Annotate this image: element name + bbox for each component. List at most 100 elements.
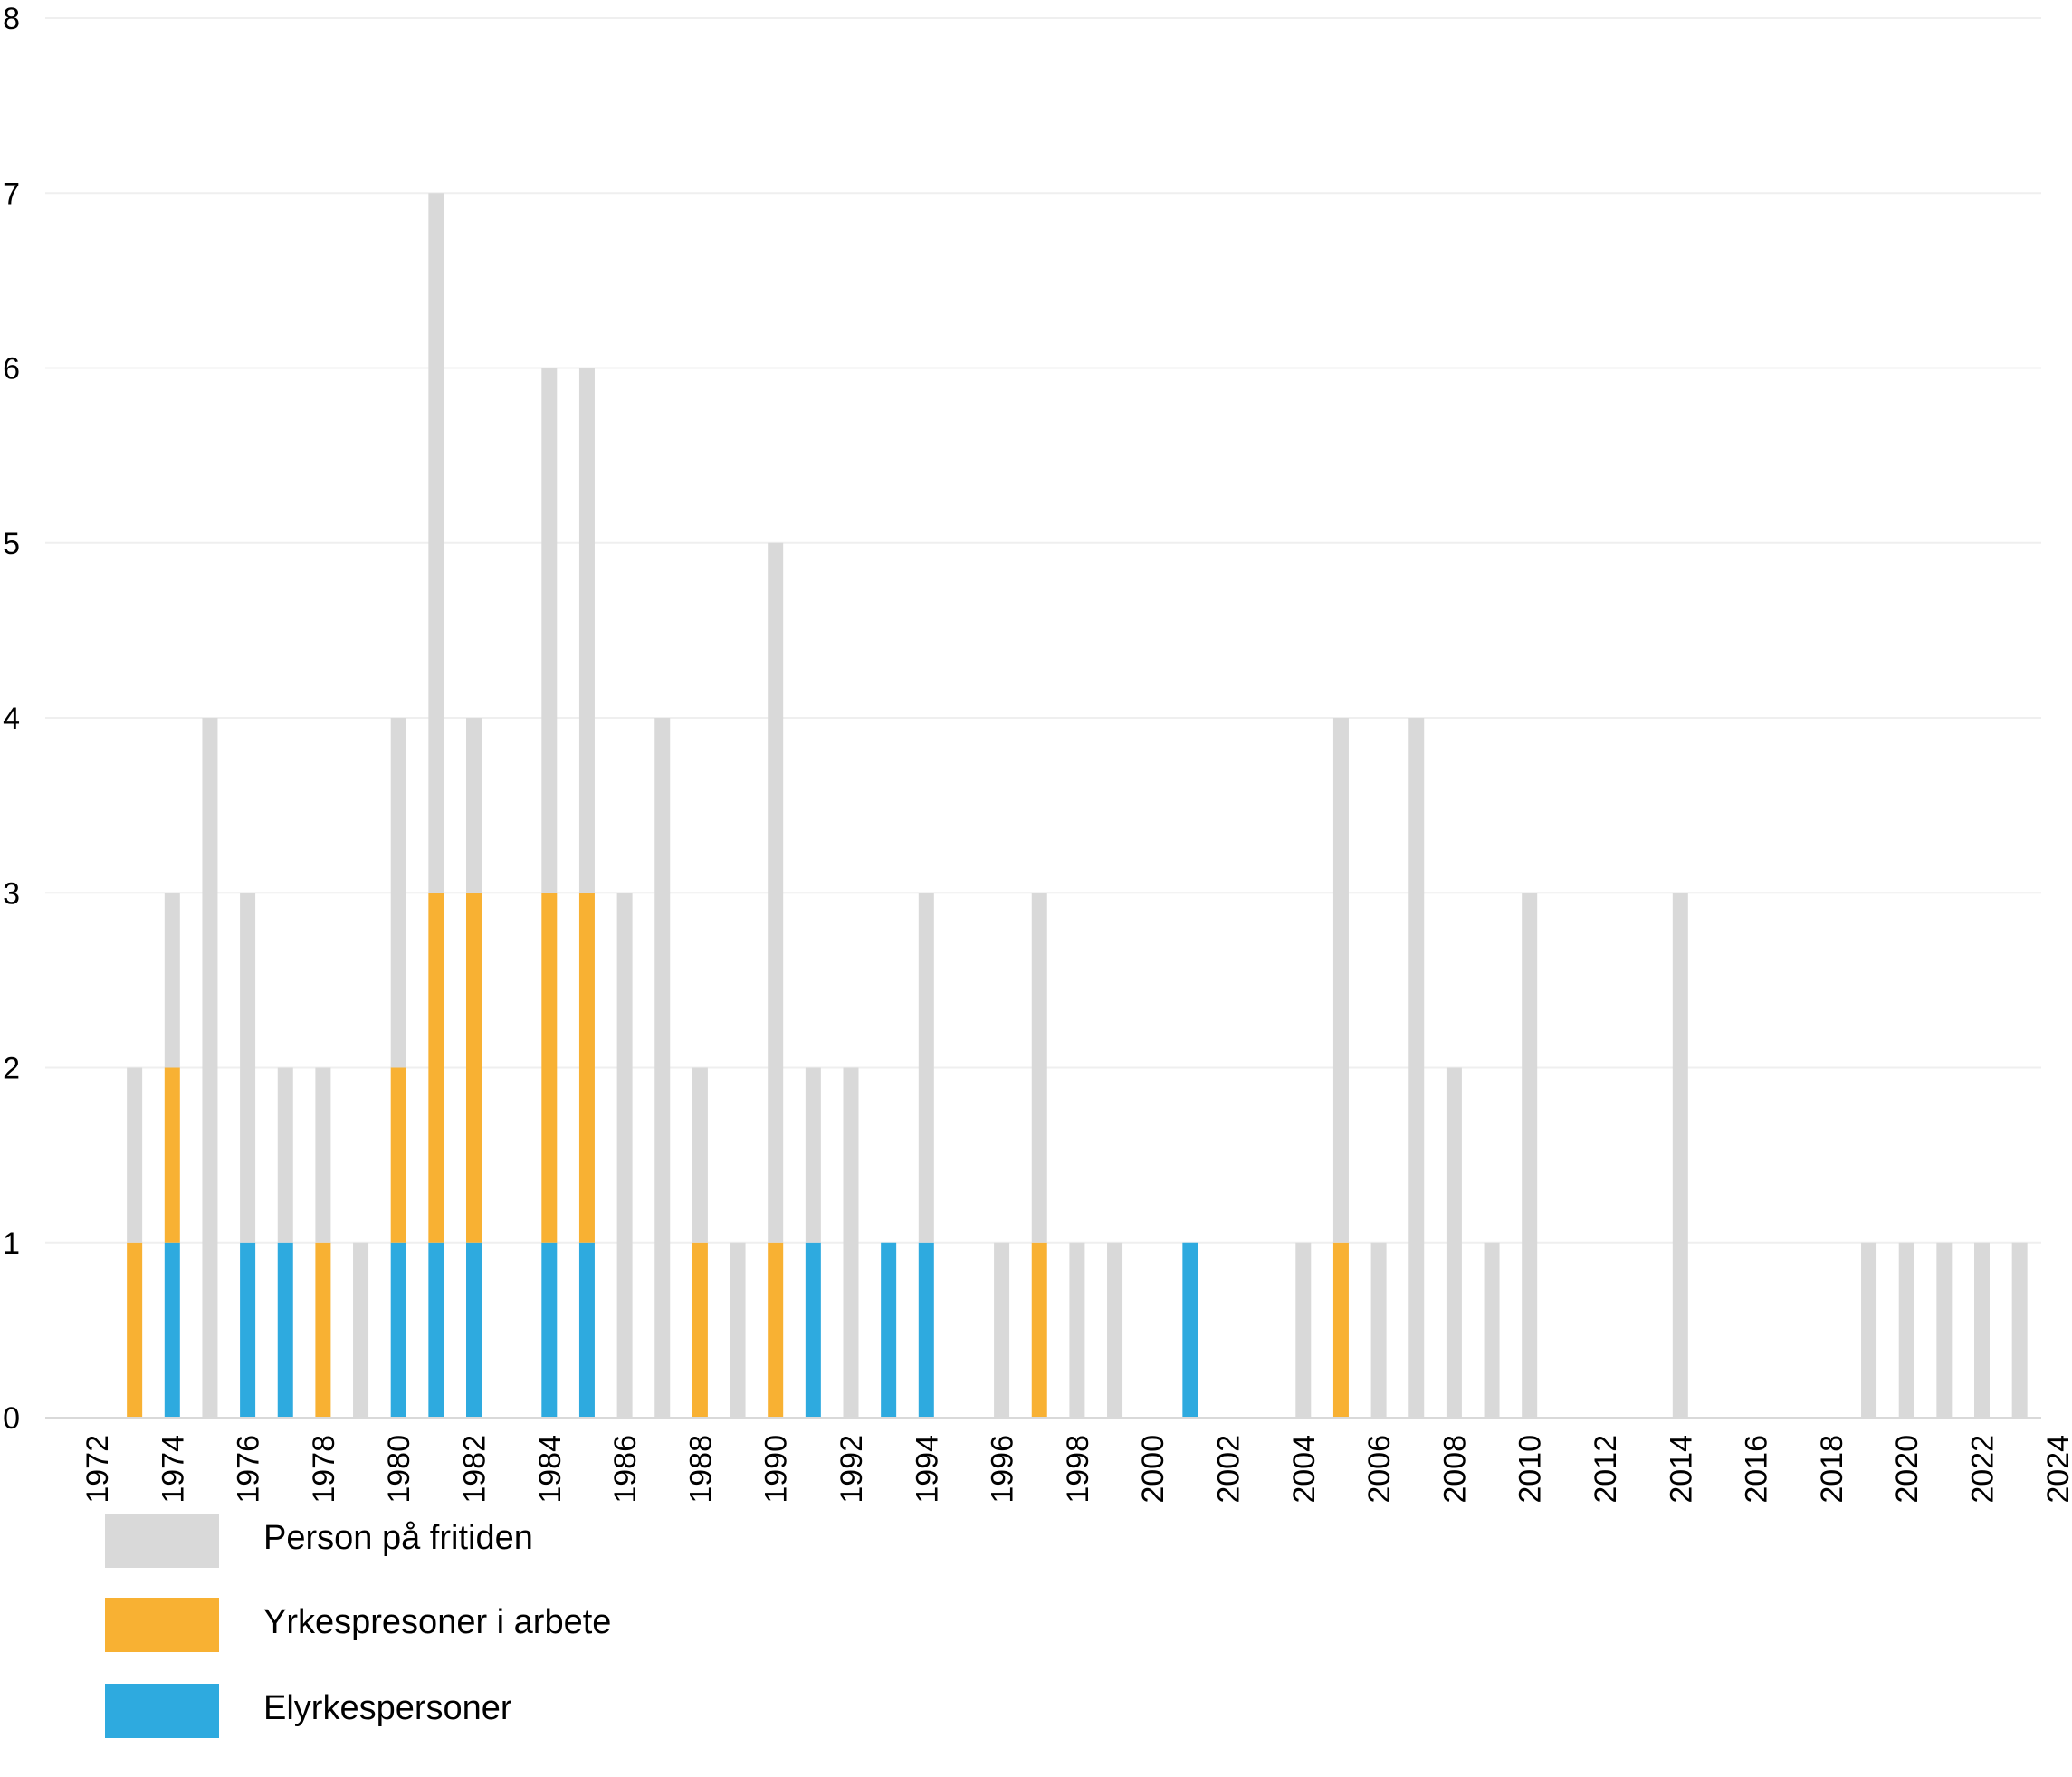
bar-segment xyxy=(730,1242,746,1418)
bar-segment xyxy=(1974,1242,1990,1418)
legend-item-person-pa-fritiden: Person på fritiden xyxy=(105,1514,739,1568)
bar-segment xyxy=(541,893,558,1243)
bar-segment xyxy=(768,542,784,1243)
bar-segment xyxy=(881,1242,897,1418)
bar-segment xyxy=(1522,893,1538,1418)
bar-segment xyxy=(466,718,482,893)
x-tick-label: 1976 xyxy=(232,1435,266,1504)
y-axis-ticks: 0 1 2 3 4 5 6 7 8 xyxy=(3,2,20,1436)
bar-segment xyxy=(805,1067,821,1243)
bar-segment xyxy=(390,718,406,1068)
bar-segment xyxy=(692,1242,708,1418)
bar-segment xyxy=(390,1242,406,1418)
x-tick-label: 2024 xyxy=(2041,1435,2072,1504)
x-tick-label: 1972 xyxy=(81,1435,115,1504)
bar-segment xyxy=(428,193,444,893)
bar-segment xyxy=(1672,893,1688,1418)
legend-swatch xyxy=(105,1514,219,1568)
bar-segment xyxy=(918,1242,934,1418)
bar-segment xyxy=(466,893,482,1243)
bar-segment xyxy=(240,893,256,1243)
bar-segment xyxy=(768,1242,784,1418)
x-tick-label: 2000 xyxy=(1136,1435,1170,1504)
bar-segment xyxy=(1182,1242,1198,1418)
bar-segment xyxy=(1332,718,1349,1243)
bar-segment xyxy=(1370,1242,1387,1418)
bar-segment xyxy=(1332,1242,1349,1418)
bar-segment xyxy=(692,1067,708,1243)
bar-segment xyxy=(202,718,218,1418)
bar-segment xyxy=(428,893,444,1243)
bar-segment xyxy=(1069,1242,1085,1418)
x-tick-label: 2018 xyxy=(1815,1435,1849,1504)
x-tick-label: 1990 xyxy=(759,1435,794,1504)
x-tick-label: 2006 xyxy=(1362,1435,1397,1504)
x-axis-ticks: 1972 1974 1976 1978 1980 1982 1984 1986 1988 1990… xyxy=(81,1435,2072,1504)
bar-segment xyxy=(1861,1242,1877,1418)
bar-segment xyxy=(390,1067,406,1243)
legend-label: Yrkespresoner i arbete xyxy=(263,1603,612,1641)
x-tick-label: 2016 xyxy=(1740,1435,1774,1504)
y-tick-label: 6 xyxy=(3,352,20,387)
bar-segment xyxy=(466,1242,482,1418)
bar-segment xyxy=(2011,1242,2028,1418)
x-tick-label: 1994 xyxy=(910,1435,944,1504)
bar-segment xyxy=(127,1242,143,1418)
bar-segment xyxy=(805,1242,821,1418)
y-tick-label: 4 xyxy=(3,702,20,736)
x-tick-label: 1986 xyxy=(608,1435,643,1504)
x-tick-label: 1988 xyxy=(683,1435,718,1504)
legend-swatch xyxy=(105,1598,219,1652)
x-tick-label: 1998 xyxy=(1061,1435,1095,1504)
y-tick-label: 3 xyxy=(3,876,20,911)
bar-segment xyxy=(843,1067,859,1418)
y-tick-label: 1 xyxy=(3,1227,20,1261)
bar-segment xyxy=(315,1242,331,1418)
bar-segment xyxy=(1031,893,1047,1243)
x-tick-label: 2020 xyxy=(1890,1435,1924,1504)
x-tick-label: 2014 xyxy=(1664,1435,1698,1504)
bar-segment xyxy=(277,1067,293,1243)
y-tick-label: 7 xyxy=(3,177,20,211)
bar-segment xyxy=(1898,1242,1914,1418)
bar-segment xyxy=(1484,1242,1500,1418)
bar-segment xyxy=(616,893,633,1418)
y-tick-label: 5 xyxy=(3,527,20,561)
bar-segment xyxy=(1446,1067,1462,1418)
bar-segment xyxy=(654,718,671,1418)
legend-item-yrkespresoner-i-arbete: Yrkespresoner i arbete xyxy=(105,1598,739,1652)
x-tick-label: 2002 xyxy=(1212,1435,1246,1504)
legend-label: Elyrkespersoner xyxy=(263,1689,512,1727)
y-tick-label: 2 xyxy=(3,1052,20,1086)
legend-label: Person på fritiden xyxy=(263,1519,533,1557)
x-tick-label: 2008 xyxy=(1437,1435,1472,1504)
bar-segment xyxy=(353,1242,369,1418)
x-tick-label: 2010 xyxy=(1513,1435,1548,1504)
bar-segment xyxy=(428,1242,444,1418)
bar-segment xyxy=(1295,1242,1312,1418)
bars xyxy=(127,193,2028,1418)
x-tick-label: 1992 xyxy=(835,1435,869,1504)
bar-segment xyxy=(164,893,180,1068)
bar-segment xyxy=(578,1242,595,1418)
bar-segment xyxy=(164,1242,180,1418)
bar-segment xyxy=(127,1067,143,1243)
bar-segment xyxy=(1408,718,1425,1418)
bar-segment xyxy=(240,1242,256,1418)
x-tick-label: 1974 xyxy=(156,1435,190,1504)
bar-segment xyxy=(578,893,595,1243)
bar-segment xyxy=(918,893,934,1243)
bar-segment xyxy=(541,1242,558,1418)
x-tick-label: 1978 xyxy=(307,1435,341,1504)
bar-segment xyxy=(541,368,558,893)
y-tick-label: 0 xyxy=(3,1401,20,1436)
y-tick-label: 8 xyxy=(3,2,20,36)
x-tick-label: 1980 xyxy=(382,1435,416,1504)
x-tick-label: 1982 xyxy=(458,1435,492,1504)
legend-item-elyrkespersoner: Elyrkespersoner xyxy=(105,1684,739,1738)
x-tick-label: 2012 xyxy=(1589,1435,1623,1504)
legend-swatch xyxy=(105,1684,219,1738)
bar-segment xyxy=(315,1067,331,1243)
x-tick-label: 1996 xyxy=(986,1435,1020,1504)
